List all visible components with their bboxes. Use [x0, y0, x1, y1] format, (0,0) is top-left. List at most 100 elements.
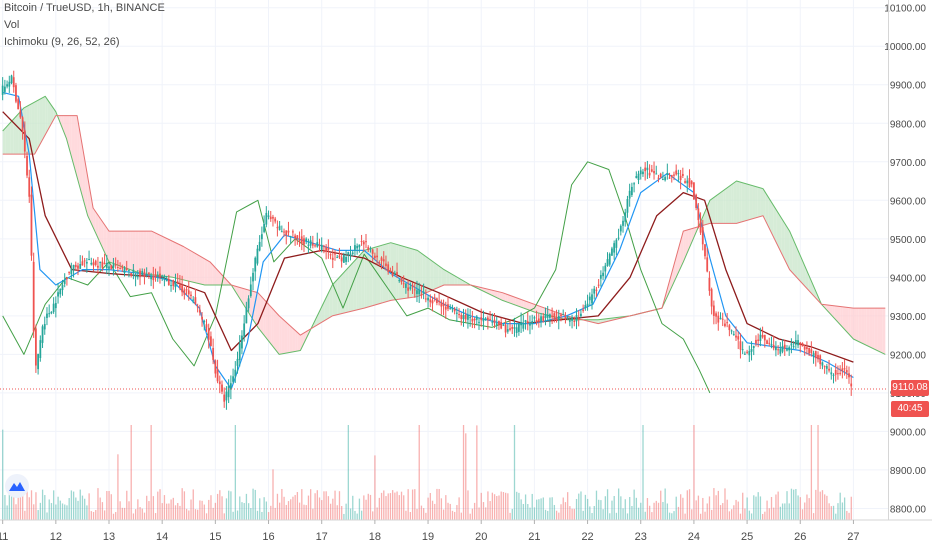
- candle-body: [504, 324, 507, 333]
- cloud-segment: [167, 238, 171, 278]
- volume-bar: [254, 489, 256, 520]
- candle-body: [170, 285, 172, 287]
- candle-body: [207, 327, 210, 340]
- candle-body: [174, 281, 177, 288]
- volume-bar: [511, 508, 513, 520]
- volume-bar: [564, 502, 567, 520]
- volume-bar: [642, 425, 644, 520]
- time-axis[interactable]: 11 12 13 14 15 16 17 18 19 20 21 22 23 24 25 26 27: [0, 519, 932, 543]
- volume-bar: [438, 488, 440, 520]
- volume-bar: [252, 488, 254, 520]
- candle-body: [695, 194, 698, 209]
- candle-body: [726, 322, 729, 324]
- cloud-segment: [119, 231, 123, 267]
- candle-body: [360, 240, 363, 242]
- cloud-segment: [103, 223, 107, 257]
- volume-bar: [748, 510, 751, 520]
- volume-bar: [232, 511, 234, 520]
- time-tick-label: 14: [156, 531, 168, 543]
- volume-bar: [640, 502, 642, 520]
- candle-body: [314, 245, 316, 247]
- candle-body: [624, 212, 627, 222]
- volume-bar: [44, 495, 46, 520]
- volume-bar: [460, 512, 462, 520]
- volume-bar: [334, 490, 336, 520]
- candle-body: [398, 280, 401, 282]
- price-axis[interactable]: 10100.00 10000.00 9900.00 9800.00 9700.00 960…: [884, 4, 926, 516]
- candle-body: [839, 372, 842, 374]
- cloud-segment: [42, 96, 46, 140]
- candle-body: [646, 167, 649, 171]
- cloud-segment: [273, 310, 277, 351]
- cloud-segment: [106, 227, 110, 262]
- candle-body: [823, 366, 826, 368]
- candle-body: [238, 343, 241, 361]
- cloud-segment: [728, 184, 732, 224]
- price-tick-label: 9700.00: [890, 158, 927, 169]
- legend-ichimoku[interactable]: Ichimoku (9, 26, 52, 26): [4, 36, 120, 48]
- volume-bar: [465, 433, 467, 520]
- candle-body: [90, 262, 93, 265]
- cloud-segment: [79, 130, 83, 197]
- volume-bar: [843, 497, 846, 520]
- candle-body: [294, 235, 297, 239]
- volume-bar: [24, 510, 26, 520]
- volume-bar: [338, 491, 341, 520]
- volume-bar: [152, 496, 155, 520]
- candle-body: [185, 289, 188, 291]
- volume-bar: [241, 502, 243, 520]
- cloud-segment: [212, 264, 216, 286]
- volume-bar: [688, 489, 691, 520]
- cloud-segment: [513, 296, 516, 306]
- candle-body: [128, 269, 130, 271]
- candle-body: [81, 261, 84, 266]
- volume-bar: [8, 494, 11, 520]
- candle-body: [30, 194, 33, 256]
- volume-bar: [524, 494, 527, 520]
- volume-bar: [810, 425, 813, 520]
- volume-bar: [500, 491, 502, 520]
- cloud-segment: [786, 226, 790, 270]
- candle-body: [639, 170, 642, 175]
- candle-body: [345, 256, 347, 262]
- volume-bar: [294, 495, 296, 520]
- cloud-segment: [401, 245, 405, 299]
- candle-body: [593, 288, 596, 294]
- volume-bar: [578, 493, 580, 520]
- candle-body: [212, 347, 215, 360]
- cloud-segment: [295, 330, 298, 352]
- price-tick-label: 8800.00: [890, 504, 927, 515]
- volume-bar: [363, 495, 365, 520]
- candle-body: [786, 349, 788, 351]
- candle-body: [635, 176, 638, 179]
- candle-body: [260, 234, 263, 240]
- candle-body: [458, 314, 460, 316]
- volume-bar: [310, 489, 312, 520]
- candle-body: [39, 340, 42, 358]
- volume-bar: [451, 510, 454, 520]
- volume-bar: [35, 492, 37, 520]
- cloud-segment: [199, 255, 203, 285]
- cloud-segment: [188, 249, 192, 282]
- candle-body: [83, 260, 86, 262]
- volume-bar: [447, 502, 449, 520]
- volume-bar: [773, 507, 775, 520]
- legend-symbol[interactable]: Bitcoin / TrueUSD, 1h, BINANCE: [4, 2, 165, 14]
- volume-bar: [170, 499, 172, 520]
- cloud-segment: [116, 231, 120, 266]
- tradingview-logo-icon[interactable]: [5, 474, 29, 498]
- volume-bar: [604, 496, 606, 520]
- cloud-segment: [454, 275, 458, 286]
- cloud-segment: [98, 215, 102, 245]
- volume-bar: [848, 512, 850, 520]
- volume-bar: [502, 492, 505, 520]
- candle-body: [431, 300, 434, 304]
- cloud-segment: [505, 293, 508, 303]
- volume-bar: [407, 489, 409, 520]
- legend-volume[interactable]: Vol: [4, 19, 20, 31]
- cloud-segment: [736, 181, 740, 224]
- candle-body: [34, 328, 37, 366]
- cloud-segment: [45, 96, 48, 135]
- axis-separator: [888, 0, 889, 520]
